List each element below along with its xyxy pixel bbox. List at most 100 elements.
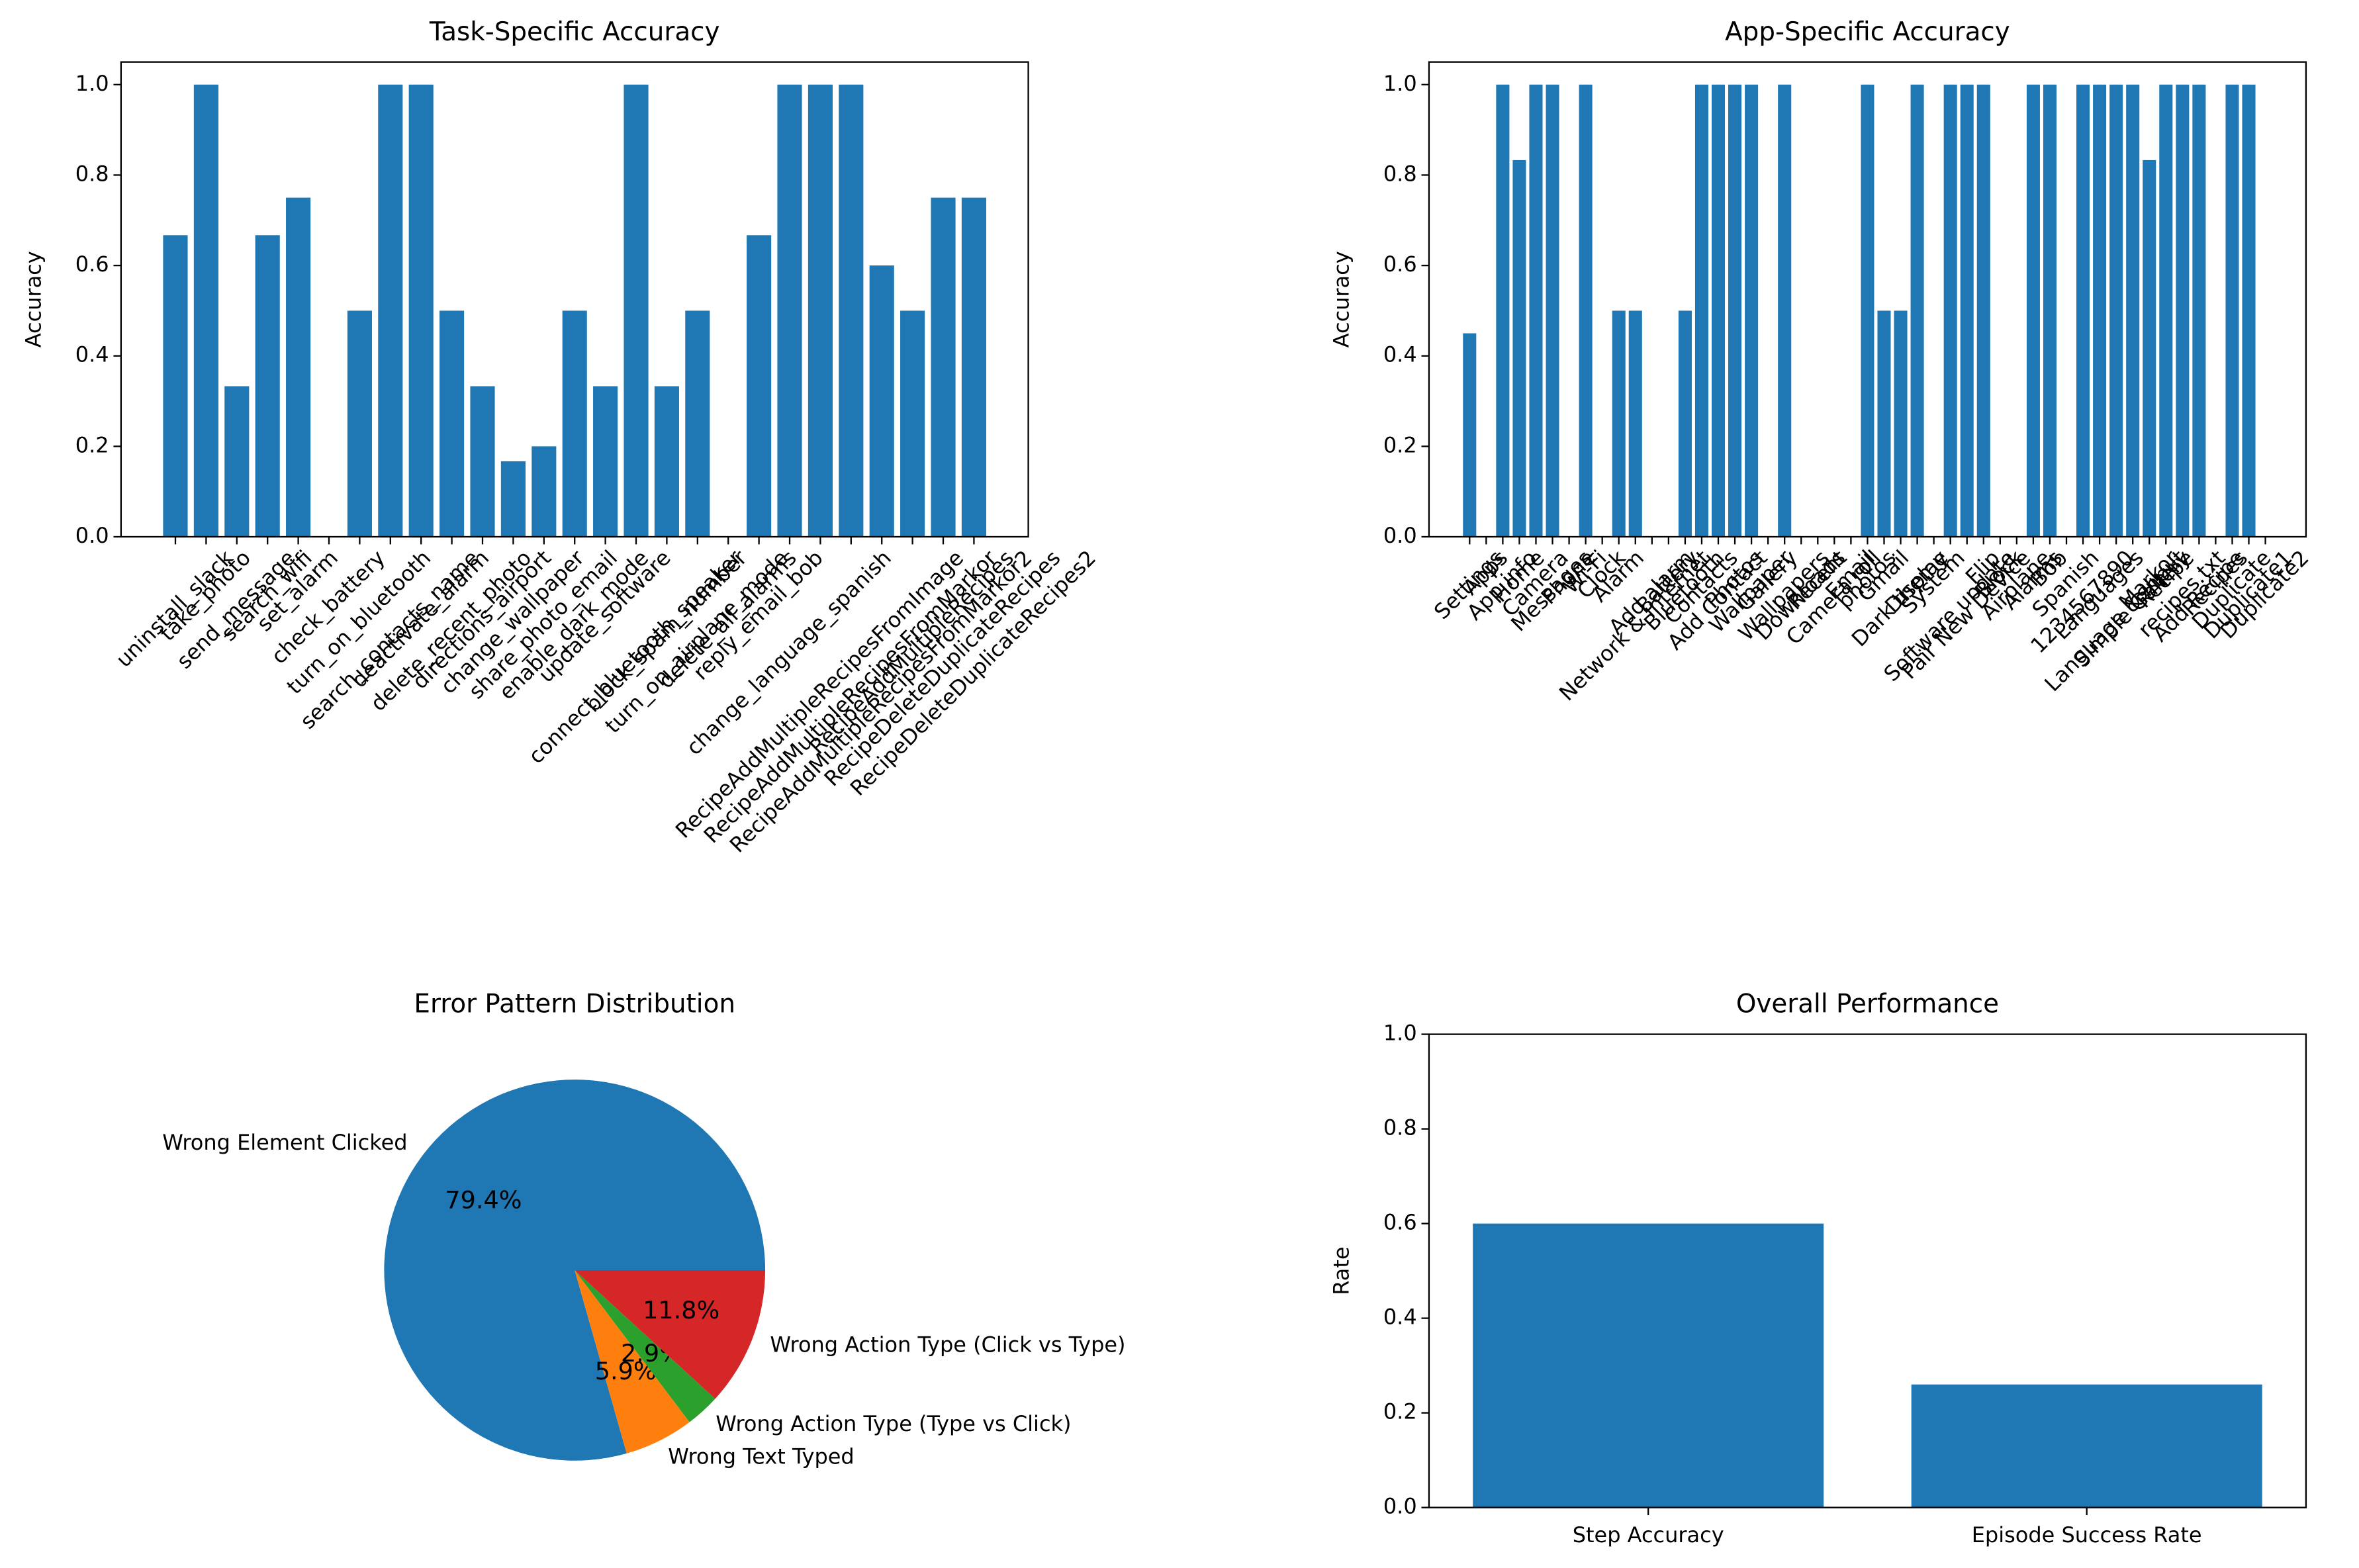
- slice-label: Wrong Action Type (Click vs Type): [770, 1332, 1125, 1358]
- bar: [593, 386, 618, 537]
- bar: [500, 461, 526, 537]
- bar: [1512, 160, 1526, 537]
- bar: [961, 197, 986, 537]
- bar: [1529, 84, 1543, 537]
- bar: [193, 84, 218, 537]
- axes-frame: [1428, 1033, 2307, 1508]
- bar: [1745, 84, 1759, 537]
- bar: [624, 84, 649, 537]
- pie-slice: [384, 1080, 766, 1461]
- bar: [2192, 84, 2206, 537]
- bar: [439, 310, 465, 537]
- bar: [1579, 84, 1593, 537]
- bar: [1496, 84, 1510, 537]
- bar: [255, 235, 280, 537]
- y-tick-label: 0.4: [75, 342, 109, 367]
- bar: [224, 386, 250, 537]
- bar: [1861, 84, 1874, 537]
- pie-slice: [575, 1269, 716, 1422]
- bar: [1473, 1223, 1824, 1508]
- y-tick-label: 1.0: [1383, 71, 1417, 96]
- bar: [685, 310, 710, 537]
- x-tick-label: Episode Success Rate: [1972, 1522, 2202, 1547]
- bar: [747, 235, 772, 537]
- slice-label: Wrong Element Clicked: [162, 1130, 407, 1155]
- bar: [1463, 333, 1477, 537]
- y-tick-label: 0.2: [75, 432, 109, 457]
- pie-slice: [575, 1269, 766, 1399]
- bar: [1960, 84, 1974, 537]
- chart-title: Task-Specific Accuracy: [429, 17, 720, 47]
- bar: [839, 84, 864, 537]
- bar: [163, 235, 188, 537]
- bar: [2159, 84, 2173, 537]
- bar: [931, 197, 956, 537]
- bar: [808, 84, 833, 537]
- bar: [1694, 84, 1708, 537]
- bar: [2076, 84, 2090, 537]
- bar: [1911, 1384, 2262, 1508]
- y-tick-label: 0.2: [1383, 432, 1417, 457]
- chart-title: App-Specific Accuracy: [1725, 17, 2010, 47]
- bar: [1894, 310, 1908, 537]
- bar: [1910, 84, 1924, 537]
- bar: [470, 386, 495, 537]
- bar: [562, 310, 587, 537]
- y-tick-label: 0.8: [1383, 1115, 1417, 1140]
- bar: [777, 84, 802, 537]
- bar: [1546, 84, 1559, 537]
- slice-percent: 79.4%: [445, 1185, 522, 1214]
- slice-label: Wrong Text Typed: [668, 1444, 854, 1469]
- bar: [1711, 84, 1726, 537]
- y-axis-label: Accuracy: [1329, 251, 1354, 347]
- bar: [900, 310, 925, 537]
- y-tick-label: 0.4: [1383, 1305, 1417, 1330]
- bar: [654, 386, 679, 537]
- axes-frame: [1428, 61, 2307, 538]
- bar: [2109, 84, 2123, 537]
- bar: [1728, 84, 1742, 537]
- bar: [2242, 84, 2256, 537]
- bar: [1678, 310, 1692, 537]
- bar: [2143, 160, 2156, 537]
- bar: [1612, 310, 1626, 537]
- x-tick-label: Step Accuracy: [1573, 1522, 1724, 1547]
- bar: [2126, 84, 2140, 537]
- bar: [869, 265, 894, 537]
- y-tick-label: 0.8: [1383, 161, 1417, 186]
- slice-percent: 11.8%: [643, 1296, 719, 1324]
- bar: [1943, 84, 1957, 537]
- bar: [347, 310, 372, 537]
- pie-slice: [575, 1269, 690, 1453]
- bar: [1877, 310, 1891, 537]
- y-axis-label: Rate: [1329, 1246, 1354, 1295]
- y-tick-label: 0.6: [1383, 1210, 1417, 1235]
- bar: [532, 446, 557, 537]
- y-tick-label: 0.0: [1383, 523, 1417, 548]
- chart-title: Overall Performance: [1736, 990, 1999, 1019]
- y-tick-label: 0.8: [75, 161, 109, 186]
- y-tick-label: 0.4: [1383, 342, 1417, 367]
- y-tick-label: 1.0: [75, 71, 109, 96]
- bar: [1976, 84, 1990, 537]
- bar: [378, 84, 403, 537]
- bar: [286, 197, 311, 537]
- y-tick-label: 1.0: [1383, 1021, 1417, 1046]
- y-tick-label: 0.0: [1383, 1494, 1417, 1519]
- slice-label: Wrong Action Type (Type vs Click): [716, 1411, 1071, 1436]
- bar: [1628, 310, 1642, 537]
- y-axis-label: Accuracy: [21, 251, 46, 347]
- bar: [2093, 84, 2107, 537]
- chart-title: Error Pattern Distribution: [414, 990, 735, 1019]
- y-tick-label: 0.2: [1383, 1399, 1417, 1424]
- bar: [2176, 84, 2190, 537]
- bar: [2026, 84, 2040, 537]
- axes-frame: [120, 61, 1029, 538]
- bar: [2043, 84, 2057, 537]
- y-tick-label: 0.6: [1383, 252, 1417, 277]
- bar: [408, 84, 434, 537]
- y-tick-label: 0.0: [75, 523, 109, 548]
- bar: [2225, 84, 2239, 537]
